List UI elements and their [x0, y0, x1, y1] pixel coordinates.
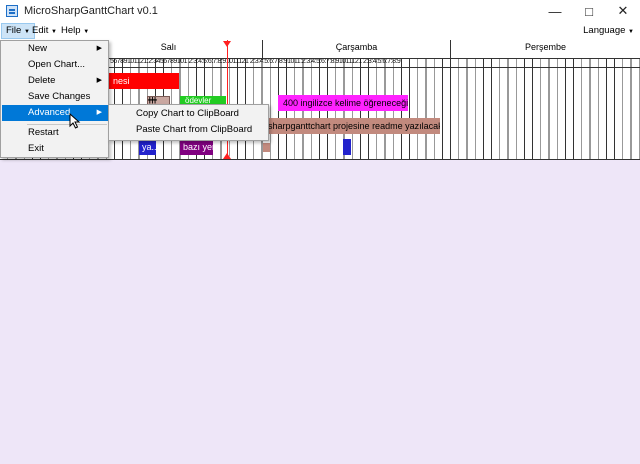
menu-item-label: Copy Chart to ClipBoard [136, 108, 239, 119]
hatch-icon: ╋╋╋ [148, 98, 157, 104]
chevron-right-icon: ▶ [96, 77, 102, 84]
menu-bar: File ▼ Edit ▼ Help ▼ Language ▼ [0, 22, 640, 40]
menu-item-label: Delete [28, 75, 56, 86]
day-header-thursday: Perşembe [450, 40, 640, 60]
menu-item-label: Paste Chart from ClipBoard [136, 124, 253, 135]
menu-item-paste-chart[interactable]: Paste Chart from ClipBoard [110, 122, 268, 138]
menu-help[interactable]: Help ▼ [57, 23, 93, 39]
task-bar[interactable]: 400 ingilizce kelime öğreneceğim [278, 95, 408, 111]
menu-edit-label: Edit [32, 25, 49, 36]
menu-language[interactable]: Language ▼ [579, 23, 638, 39]
day-label: Çarşamba [335, 42, 378, 52]
current-time-marker-icon [223, 153, 231, 159]
hour-ruler: 56789101121:2:3456789101 2:3:4:5:6:7:8:9… [0, 58, 640, 68]
menu-item-label: Exit [28, 143, 44, 154]
advanced-submenu: Copy Chart to ClipBoard Paste Chart from… [108, 104, 269, 141]
chevron-down-icon: ▼ [51, 29, 57, 35]
menu-item-save-changes[interactable]: Save Changes [2, 89, 108, 105]
menu-edit[interactable]: Edit ▼ [28, 23, 61, 39]
menu-item-advanced[interactable]: Advanced ▶ [2, 105, 108, 121]
mouse-cursor-icon [69, 113, 81, 129]
day-label: Salı [160, 42, 177, 52]
menu-item-label: Save Changes [28, 91, 91, 102]
menu-separator [27, 124, 107, 125]
task-bar[interactable]: sharpganttchart projesine readme yazılac… [263, 118, 440, 134]
chevron-right-icon: ▶ [96, 45, 102, 52]
chevron-down-icon: ▼ [628, 29, 634, 35]
task-bar[interactable]: bazı yer [180, 139, 213, 155]
menu-item-label: Open Chart... [28, 59, 86, 70]
menu-item-new[interactable]: New ▶ [2, 41, 108, 57]
menu-file[interactable]: File ▼ [1, 23, 35, 39]
file-menu-dropdown: New ▶ Open Chart... Delete ▶ Save Change… [0, 40, 109, 158]
current-time-marker-icon [223, 41, 231, 47]
chevron-right-icon: ▶ [96, 109, 102, 116]
maximize-icon[interactable]: □ [585, 3, 593, 19]
task-bar-small[interactable] [263, 143, 270, 152]
task-bar[interactable]: ödevler [180, 96, 226, 105]
menu-item-restart[interactable]: Restart [2, 125, 108, 141]
menu-item-copy-chart[interactable]: Copy Chart to ClipBoard [110, 106, 268, 122]
task-bar[interactable]: nesi [108, 73, 179, 89]
chevron-down-icon: ▼ [23, 29, 30, 35]
chevron-down-icon: ▼ [83, 29, 90, 35]
minimize-icon[interactable]: — [548, 3, 562, 19]
day-label: Perşembe [524, 42, 567, 52]
menu-item-exit[interactable]: Exit [2, 141, 108, 157]
day-header-wednesday: Çarşamba [262, 40, 450, 60]
window-title: MicroSharpGanttChart v0.1 [24, 5, 158, 17]
menu-item-open-chart[interactable]: Open Chart... [2, 57, 108, 73]
menu-item-label: New [28, 43, 48, 54]
app-icon [6, 5, 18, 17]
hour-labels: 56789101121:2:3456789101 2:3:4:5:6:7:8:9… [110, 58, 401, 65]
task-bar[interactable]: ya.. [139, 139, 156, 155]
menu-item-delete[interactable]: Delete ▶ [2, 73, 108, 89]
task-bar[interactable] [343, 139, 351, 155]
menu-language-label: Language [583, 25, 626, 36]
close-icon[interactable]: ✕ [617, 3, 629, 18]
title-bar: MicroSharpGanttChart v0.1 — □ ✕ [0, 0, 640, 22]
current-time-line [227, 40, 228, 159]
menu-file-label: File [6, 25, 22, 36]
menu-help-label: Help [61, 25, 81, 36]
menu-item-label: Restart [28, 127, 59, 138]
menu-item-label: Advanced [28, 107, 71, 118]
hour-ticks [0, 59, 640, 67]
